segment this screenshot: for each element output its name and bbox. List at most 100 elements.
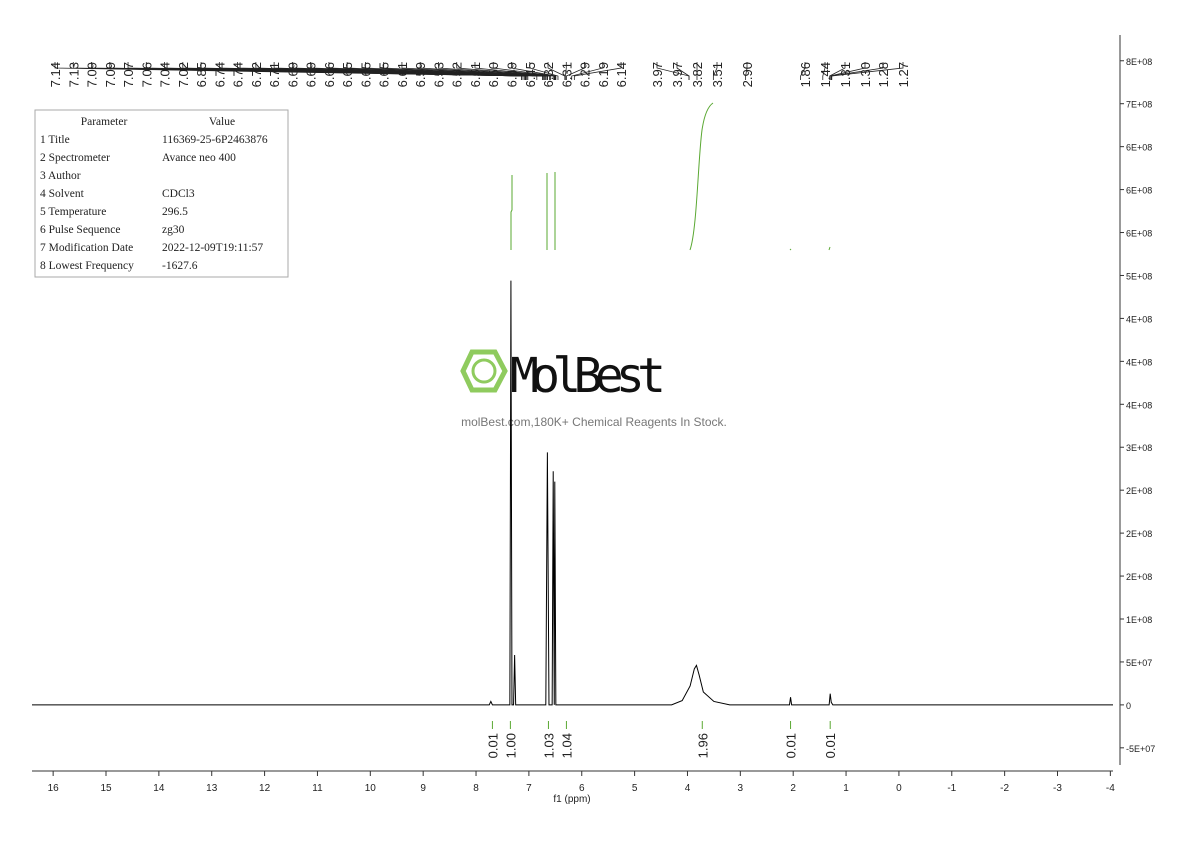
peak-label: 7.09 <box>85 62 100 87</box>
peak-leader <box>571 62 604 80</box>
peak-label: 1.44 <box>818 62 833 87</box>
integral-label: 1.04 <box>559 733 574 758</box>
peak-label: 7.09 <box>103 62 118 87</box>
y-tick-label: 7E+08 <box>1126 100 1152 110</box>
integral-label: 0.01 <box>823 733 838 758</box>
peak-label: 6.50 <box>486 62 501 87</box>
integral-label: 1.03 <box>541 733 556 758</box>
table-cell: 8 Lowest Frequency <box>40 260 134 272</box>
table-header: Parameter <box>81 116 128 128</box>
peak-label: 6.71 <box>267 62 282 87</box>
x-tick-label: 0 <box>896 783 902 794</box>
peak-leader <box>547 62 566 80</box>
peak-label: 7.13 <box>66 62 81 87</box>
peak-label: 1.30 <box>858 62 873 87</box>
x-tick-label: 7 <box>526 783 532 794</box>
peak-leader <box>529 62 559 80</box>
x-tick-label: -1 <box>947 783 956 794</box>
peak-label: 6.69 <box>304 62 319 87</box>
peak-label: 2.90 <box>740 62 755 87</box>
table-cell: 3 Author <box>40 170 81 182</box>
table-cell: zg30 <box>162 224 185 236</box>
peak-leader <box>831 62 904 80</box>
integral-label: 1.96 <box>695 733 710 758</box>
peak-label: 6.31 <box>559 62 574 87</box>
peak-label: 6.65 <box>358 62 373 87</box>
y-tick-label: 6E+08 <box>1126 143 1152 153</box>
x-tick-label: 14 <box>153 783 165 794</box>
integral-curve <box>789 248 792 251</box>
table-cell: 2022-12-09T19:11:57 <box>162 242 263 254</box>
peak-label: 1.86 <box>798 62 813 87</box>
peak-label: 6.85 <box>194 62 209 87</box>
table-cell: Avance neo 400 <box>162 152 236 164</box>
x-tick-label: 8 <box>473 783 479 794</box>
integral-curves <box>510 102 831 251</box>
integral-label: 0.01 <box>485 733 500 758</box>
y-tick-label: 3E+08 <box>1126 443 1152 453</box>
peak-leader <box>474 62 556 80</box>
table-cell: 6 Pulse Sequence <box>40 224 120 236</box>
table-cell: 2 Spectrometer <box>40 152 110 164</box>
peak-label: 7.07 <box>121 62 136 87</box>
peak-leader <box>712 62 718 80</box>
table-cell: -1627.6 <box>162 260 198 272</box>
x-tick-label: 5 <box>632 783 638 794</box>
peak-leader <box>383 62 548 80</box>
x-axis-label: f1 (ppm) <box>553 794 590 805</box>
x-tick-label: 12 <box>259 783 271 794</box>
x-tick-label: 9 <box>420 783 426 794</box>
x-tick-label: 15 <box>100 783 112 794</box>
peak-leader <box>676 62 690 80</box>
peak-label: 6.66 <box>322 62 337 87</box>
peak-label: 6.65 <box>340 62 355 87</box>
y-tick-label: 2E+08 <box>1126 486 1152 496</box>
y-tick-label: 2E+08 <box>1126 572 1152 582</box>
y-tick-label: -5E+07 <box>1126 744 1155 754</box>
peak-label: 3.82 <box>690 62 705 87</box>
x-tick-label: 6 <box>579 783 585 794</box>
spectrum-line <box>32 280 1113 706</box>
peak-label: 7.14 <box>48 62 63 87</box>
peak-label: 6.74 <box>212 62 227 87</box>
peak-leader <box>511 62 557 80</box>
peak-leader <box>419 62 551 80</box>
integral-label: 0.01 <box>784 733 799 758</box>
peak-leader <box>438 62 555 80</box>
x-tick-label: -2 <box>1000 783 1009 794</box>
x-tick-label: 11 <box>312 783 323 794</box>
integral-label: 1.00 <box>503 733 518 758</box>
y-tick-label: 4E+08 <box>1126 357 1152 367</box>
integral-curve <box>828 246 831 251</box>
y-tick-label: 0 <box>1126 701 1131 711</box>
peak-label: 6.61 <box>395 62 410 87</box>
x-tick-label: 3 <box>738 783 744 794</box>
table-header: Value <box>209 116 235 128</box>
integral-curve <box>689 102 714 251</box>
x-tick-label: 16 <box>48 783 60 794</box>
y-tick-label: 5E+08 <box>1126 271 1152 281</box>
peak-leader <box>566 62 585 80</box>
table-cell: 1 Title <box>40 134 70 146</box>
peak-label: 6.14 <box>614 62 629 87</box>
peak-label: 6.69 <box>285 62 300 87</box>
watermark-brand: MolBest <box>510 348 662 404</box>
peak-label: 6.52 <box>450 62 465 87</box>
peak-leader <box>456 62 555 80</box>
peak-label: 3.51 <box>710 62 725 87</box>
table-cell: 4 Solvent <box>40 188 85 200</box>
x-tick-label: 2 <box>790 783 796 794</box>
table-cell: 296.5 <box>162 206 188 218</box>
x-tick-label: 4 <box>685 783 691 794</box>
peak-label: 7.06 <box>139 62 154 87</box>
y-tick-label: 2E+08 <box>1126 529 1152 539</box>
peak-label: 6.29 <box>578 62 593 87</box>
integral-curve <box>510 175 513 250</box>
peak-label: 3.97 <box>670 62 685 87</box>
y-tick-label: 1E+08 <box>1126 615 1152 625</box>
watermark-logo <box>460 349 508 393</box>
y-tick-label: 6E+08 <box>1126 229 1152 239</box>
table-cell: 7 Modification Date <box>40 242 133 254</box>
peak-leader <box>829 62 866 80</box>
